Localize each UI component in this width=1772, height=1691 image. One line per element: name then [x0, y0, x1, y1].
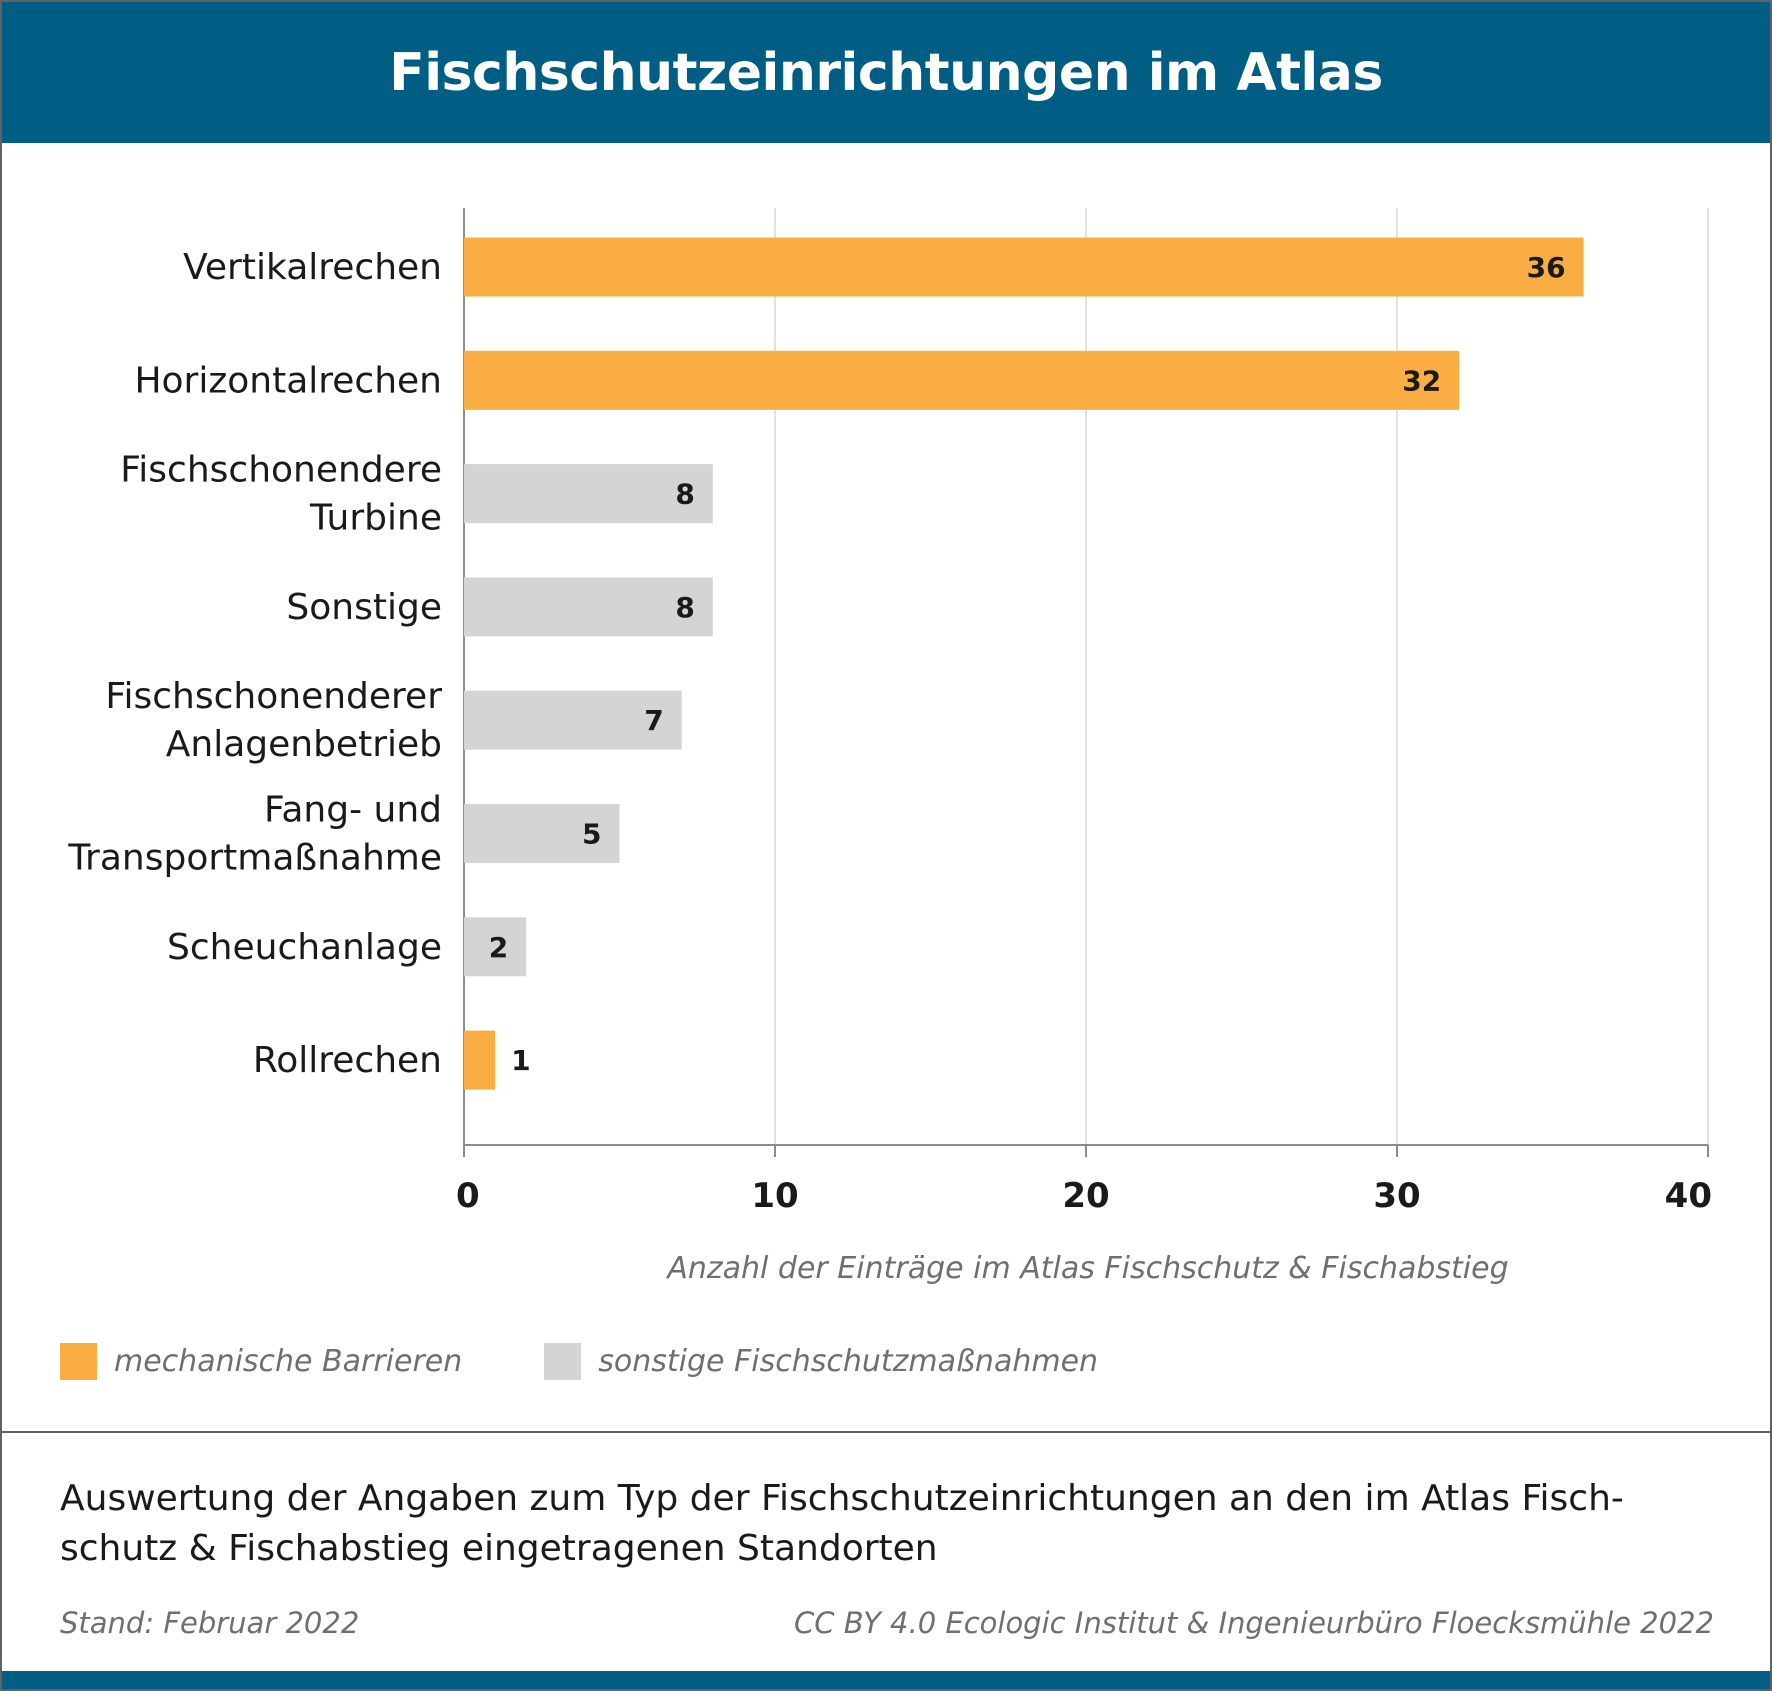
legend: mechanische Barrieren sonstige Fischschu… — [60, 1341, 1180, 1381]
x-tick-label: 20 — [1062, 1176, 1109, 1216]
bar-value-label: 8 — [675, 591, 694, 624]
x-tick-label: 30 — [1373, 1176, 1420, 1216]
bar-value-label: 8 — [675, 478, 694, 511]
footer-bar — [2, 1671, 1770, 1689]
bar — [464, 237, 1584, 297]
bar-value-label: 32 — [1402, 364, 1441, 397]
bar-value-label: 36 — [1527, 251, 1566, 284]
bar — [464, 350, 1460, 410]
x-axis-ticks: 0 10 20 30 40 — [456, 1145, 1712, 1216]
bar — [464, 804, 620, 863]
category-label: Scheuchanlage — [167, 927, 442, 968]
legend-item-sonstige: sonstige Fischschutzmaßnahmen — [544, 1342, 1099, 1380]
x-tick-label: 0 — [456, 1176, 480, 1216]
x-tick-label: 10 — [751, 1176, 798, 1216]
bar-value-label: 2 — [489, 931, 508, 964]
category-label: Horizontalrechen — [134, 360, 442, 401]
credit-line: CC BY 4.0 Ecologic Institut & Ingenieurb… — [794, 1606, 1714, 1640]
caption-line: Auswertung der Angaben zum Typ der Fisch… — [60, 1478, 1624, 1519]
category-label: Rollrechen — [253, 1040, 442, 1081]
category-label: Turbine — [309, 498, 442, 539]
bar-value-label: 5 — [582, 818, 601, 851]
bar-chart: 36 32 8 8 7 5 2 1 Vertikalrechen Horizontalreche… — [67, 208, 1712, 1286]
bar — [464, 1030, 496, 1090]
category-label: Vertikalrechen — [183, 247, 442, 288]
caption-line: schutz & Fischabstieg eingetragenen Stan… — [60, 1528, 938, 1569]
bar-value-label: 1 — [511, 1044, 530, 1077]
bar — [464, 917, 527, 977]
category-label: Anlagenbetrieb — [166, 724, 442, 765]
category-label: Transportmaßnahme — [67, 838, 442, 879]
x-axis-title: Anzahl der Einträge im Atlas Fischschutz… — [665, 1251, 1508, 1286]
category-labels: Vertikalrechen Horizontalrechen Fischschon… — [67, 247, 442, 1081]
divider — [2, 1431, 1770, 1433]
bar — [464, 464, 713, 524]
x-tick-label: 40 — [1665, 1176, 1712, 1216]
legend-item-mechanisch: mechanische Barrieren — [60, 1342, 463, 1380]
gridlines — [463, 208, 1709, 1146]
legend-label-mechanisch: mechanische Barrieren — [114, 1343, 463, 1379]
bar — [464, 690, 682, 750]
category-label: Sonstige — [286, 587, 442, 628]
page-title: Fischschutzeinrichtungen im Atlas — [389, 42, 1383, 103]
stand-date: Stand: Februar 2022 — [60, 1606, 360, 1640]
bar — [464, 577, 713, 637]
header-banner: Fischschutzeinrichtungen im Atlas — [2, 2, 1770, 143]
legend-label-sonstige: sonstige Fischschutzmaßnahmen — [598, 1343, 1099, 1379]
bar-value-label: 7 — [644, 704, 663, 737]
category-label: Fang- und — [264, 790, 442, 831]
caption: Auswertung der Angaben zum Typ der Fisch… — [60, 1474, 1720, 1574]
legend-swatch-sonstige — [544, 1342, 582, 1380]
category-label: Fischschonenderer — [105, 676, 442, 717]
bars: 36 32 8 8 7 5 2 1 — [464, 237, 1584, 1090]
category-label: Fischschonendere — [120, 450, 442, 491]
legend-swatch-mechanisch — [60, 1342, 97, 1380]
